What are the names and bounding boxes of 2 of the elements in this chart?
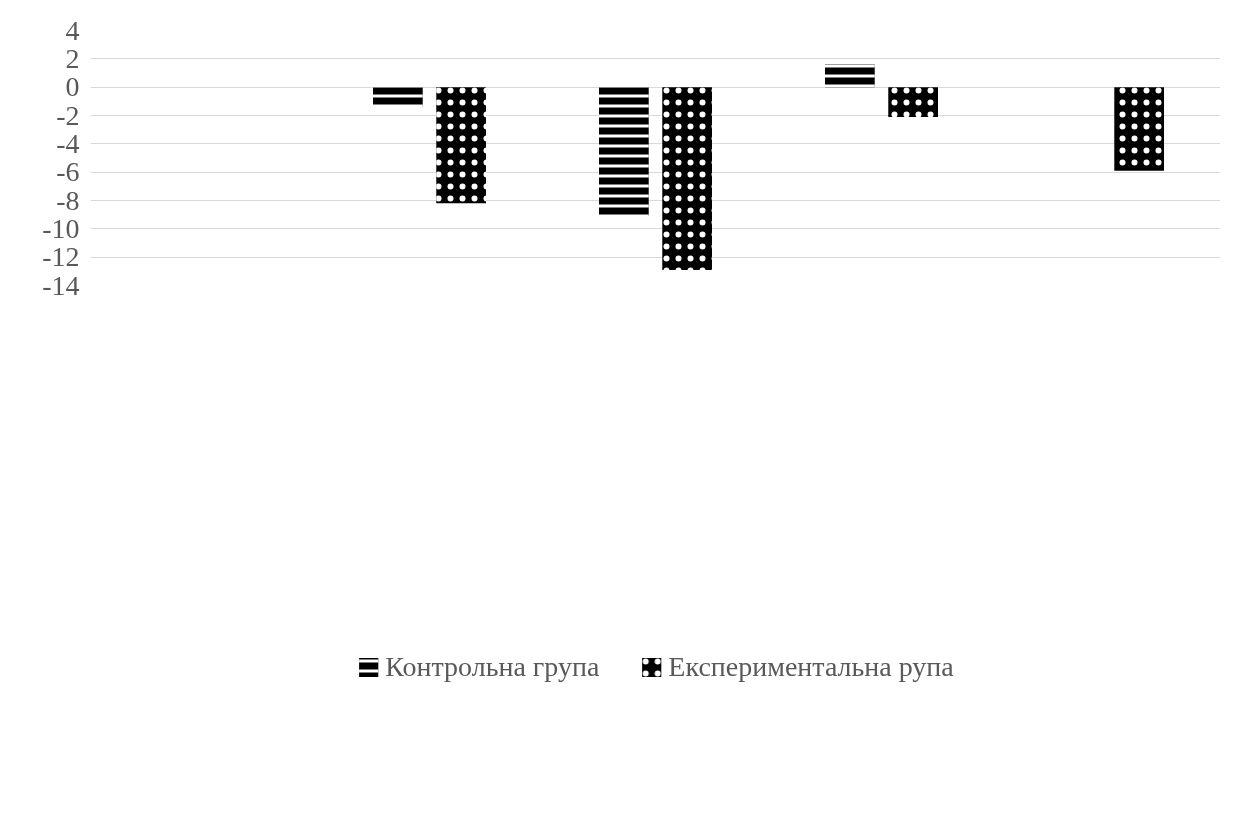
legend-label: Контрольна група bbox=[385, 651, 600, 683]
legend-label: Експериментальна рупа bbox=[668, 651, 954, 683]
